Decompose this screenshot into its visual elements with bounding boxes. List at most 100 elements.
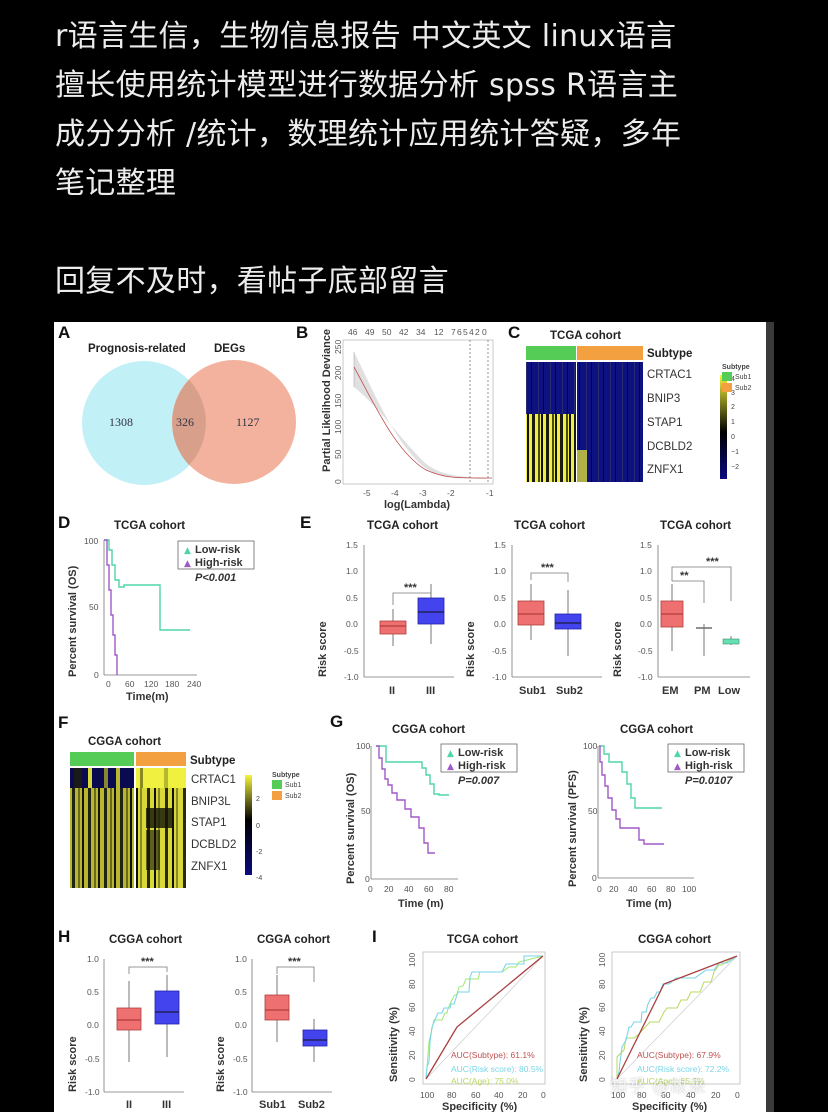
svg-text:0.5: 0.5 xyxy=(87,987,99,997)
heatmap-f-scale: 2 0 -2 -4 xyxy=(256,796,262,882)
svg-text:Low-risk: Low-risk xyxy=(685,747,731,759)
svg-text:Risk score: Risk score xyxy=(215,1036,227,1092)
svg-text:7: 7 xyxy=(451,327,456,337)
svg-text:▲: ▲ xyxy=(184,546,191,556)
svg-text:AUC(Risk score): 80.5%: AUC(Risk score): 80.5% xyxy=(451,1064,544,1074)
heatmap-c-annotation: Subtype xyxy=(647,348,692,360)
km-d-legend-low: Low-risk xyxy=(195,544,241,556)
svg-text:Time (m): Time (m) xyxy=(398,898,444,910)
panel-label-b: B xyxy=(296,323,308,342)
km-d-pvalue: P<0.001 xyxy=(195,572,236,584)
svg-text:60: 60 xyxy=(661,1090,671,1100)
legend-sub1: Sub1 xyxy=(735,374,751,381)
svg-text:0: 0 xyxy=(365,874,370,884)
km-d-xlabel: Time(m) xyxy=(126,691,169,703)
figure-image[interactable]: A Prognosis-related DEGs 1308 326 1127 B… xyxy=(54,322,766,1112)
svg-text:240: 240 xyxy=(187,679,201,689)
figure-edge xyxy=(766,322,774,1112)
svg-text:100: 100 xyxy=(356,741,370,751)
svg-text:100: 100 xyxy=(583,741,597,751)
svg-text:-0.5: -0.5 xyxy=(344,646,359,656)
svg-text:0.0: 0.0 xyxy=(87,1020,99,1030)
heatmap-c-legend-title: Subtype xyxy=(722,364,750,371)
svg-text:42: 42 xyxy=(399,327,409,337)
svg-text:0: 0 xyxy=(368,884,373,894)
svg-text:2: 2 xyxy=(256,796,260,803)
svg-text:CGGA cohort: CGGA cohort xyxy=(109,934,182,946)
svg-text:20: 20 xyxy=(518,1090,528,1100)
svg-text:***: *** xyxy=(141,956,155,968)
box-h1: CGGA cohort Risk score 1.0 0.5 0.0 -0.5 … xyxy=(67,934,184,1111)
svg-text:CGGA cohort: CGGA cohort xyxy=(638,934,711,946)
svg-text:0.5: 0.5 xyxy=(235,987,247,997)
svg-text:1.0: 1.0 xyxy=(87,954,99,964)
panel-a-venn: A Prognosis-related DEGs 1308 326 1127 xyxy=(58,323,296,485)
svg-text:Specificity (%): Specificity (%) xyxy=(632,1101,708,1112)
svg-text:-0.5: -0.5 xyxy=(638,646,653,656)
roc-i1: TCGA cohort Sensitivity (%) 0 20 40 60 8… xyxy=(388,934,546,1112)
svg-text:0: 0 xyxy=(407,1077,417,1082)
svg-text:▲: ▲ xyxy=(447,762,454,772)
heatmap-f-legend-title: Subtype xyxy=(272,772,300,779)
svg-text:Sub2: Sub2 xyxy=(556,685,583,697)
heatmap-c-scale: 4 3 2 1 0 −1 −2 xyxy=(731,376,739,471)
svg-text:Low-risk: Low-risk xyxy=(458,747,504,759)
svg-text:0: 0 xyxy=(592,873,597,883)
svg-text:60: 60 xyxy=(424,884,434,894)
svg-text:0: 0 xyxy=(256,823,260,830)
heatmap-f-annotation: Subtype xyxy=(190,755,235,767)
svg-text:II: II xyxy=(126,1099,132,1111)
svg-text:60: 60 xyxy=(125,679,135,689)
lasso-yticks: 0 50 100 150 200 250 xyxy=(333,340,343,484)
svg-text:Risk score: Risk score xyxy=(612,621,624,677)
svg-text:-4: -4 xyxy=(391,488,399,498)
svg-text:High-risk: High-risk xyxy=(458,760,507,772)
svg-text:−1: −1 xyxy=(731,449,739,456)
svg-text:100: 100 xyxy=(84,536,98,546)
post-line-2: 擅长使用统计模型进行数据分析 spss R语言主 xyxy=(55,68,679,103)
svg-text:40: 40 xyxy=(597,1026,607,1036)
lasso-xticks: -5 -4 -3 -2 -1 xyxy=(363,488,494,498)
svg-text:Sensitivity (%): Sensitivity (%) xyxy=(388,1006,400,1082)
svg-text:200: 200 xyxy=(333,366,343,380)
box-e1: TCGA cohort Risk score 1.5 1.0 0.5 0.0 -… xyxy=(317,520,454,697)
svg-text:20: 20 xyxy=(609,884,619,894)
svg-text:50: 50 xyxy=(89,602,99,612)
svg-text:BNIP3L: BNIP3L xyxy=(191,796,231,808)
panel-g-km: G CGGA cohort Percent survival (OS) 100 … xyxy=(330,712,745,910)
svg-text:100: 100 xyxy=(611,1090,625,1100)
svg-text:CGGA cohort: CGGA cohort xyxy=(392,724,465,736)
svg-text:-2: -2 xyxy=(447,488,455,498)
svg-text:-1: -1 xyxy=(486,488,494,498)
svg-text:1.5: 1.5 xyxy=(494,540,506,550)
legend-sub2: Sub2 xyxy=(735,385,751,392)
svg-text:0: 0 xyxy=(597,884,602,894)
svg-text:1.5: 1.5 xyxy=(640,540,652,550)
svg-text:STAP1: STAP1 xyxy=(191,817,227,829)
svg-text:40: 40 xyxy=(686,1090,696,1100)
svg-text:-1.0: -1.0 xyxy=(344,672,359,682)
venn-overlap-count: 326 xyxy=(176,415,194,429)
panel-label-h: H xyxy=(58,927,70,946)
box-h2: CGGA cohort Risk score 1.0 0.5 0.0 -0.5 … xyxy=(215,934,332,1111)
svg-text:III: III xyxy=(426,685,435,697)
svg-text:High-risk: High-risk xyxy=(685,760,734,772)
svg-text:▲: ▲ xyxy=(447,749,454,759)
svg-text:Sub1: Sub1 xyxy=(285,782,301,789)
panel-label-g: G xyxy=(330,712,343,731)
svg-text:40: 40 xyxy=(628,884,638,894)
svg-text:AUC(Age): 75.0%: AUC(Age): 75.0% xyxy=(451,1076,519,1086)
svg-text:ZNFX1: ZNFX1 xyxy=(191,861,227,873)
svg-text:BNIP3: BNIP3 xyxy=(647,393,680,405)
svg-text:20: 20 xyxy=(711,1090,721,1100)
watermark: 知乎 @故来 xyxy=(610,1077,707,1097)
svg-text:Percent survival (PFS): Percent survival (PFS) xyxy=(567,770,579,887)
svg-text:50: 50 xyxy=(588,806,598,816)
svg-text:100: 100 xyxy=(407,953,417,967)
svg-text:180: 180 xyxy=(165,679,179,689)
svg-text:12: 12 xyxy=(434,327,444,337)
svg-text:-0.5: -0.5 xyxy=(492,646,507,656)
svg-text:CGGA cohort: CGGA cohort xyxy=(620,724,693,736)
svg-text:CRTAC1: CRTAC1 xyxy=(191,774,236,786)
lasso-xlabel: log(Lambda) xyxy=(384,499,450,511)
